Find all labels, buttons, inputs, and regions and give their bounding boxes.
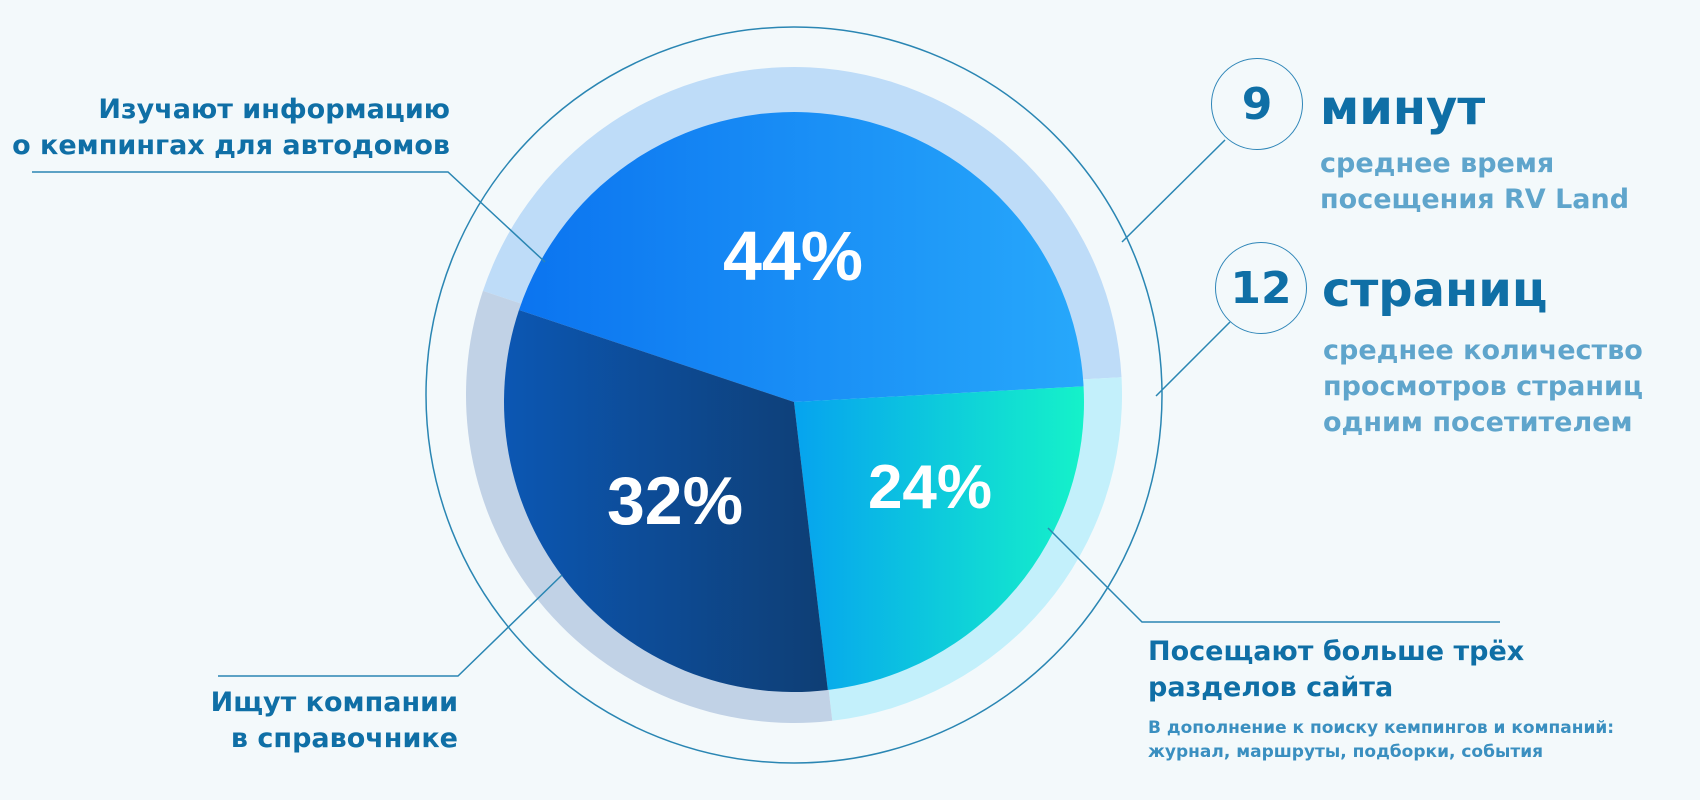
label-sections-note-line1: В дополнение к поиску кемпингов и компан… — [1148, 718, 1615, 738]
leader-line-sections — [1047, 527, 1500, 623]
leader-line-pages — [1155, 321, 1231, 397]
stat-pages-word: страниц — [1322, 262, 1548, 318]
label-companies: Ищут компании в справочнике — [211, 685, 458, 757]
stat-pages-desc-line2: просмотров страниц — [1323, 371, 1643, 402]
pie-slice-44 — [518, 111, 1084, 402]
label-companies-line1: Ищут компании — [210, 687, 458, 718]
stat-minutes-desc: среднее время посещения RV Land — [1320, 146, 1629, 218]
stat-minutes-number: 9 — [1211, 58, 1303, 150]
pie-slice-32 — [504, 309, 828, 692]
stat-minutes-word: минут — [1320, 80, 1486, 136]
leader-line-minutes — [1121, 139, 1226, 243]
pie-slice-24 — [794, 386, 1085, 691]
stat-pages-number: 12 — [1215, 242, 1307, 334]
label-companies-line2: в справочнике — [230, 723, 458, 754]
slice-label-44: 44% — [723, 217, 863, 295]
stat-pages-desc-line3: одним посетителем — [1323, 407, 1633, 438]
leader-line-companies — [218, 574, 563, 677]
label-info-line1: Изучают информацию — [98, 94, 450, 125]
stat-minutes-desc-line1: среднее время — [1320, 148, 1555, 179]
slice-label-32: 32% — [607, 463, 743, 539]
label-sections-line1: Посещают больше трёх — [1148, 636, 1525, 667]
label-info: Изучают информацию о кемпингах для автод… — [12, 92, 450, 164]
outer-ring — [425, 26, 1163, 764]
slice-label-24: 24% — [868, 453, 992, 522]
label-info-line2: о кемпингах для автодомов — [12, 130, 450, 161]
label-sections-line2: разделов сайта — [1148, 672, 1394, 703]
stat-pages-desc: среднее количество просмотров страниц од… — [1323, 333, 1643, 441]
label-sections-note: В дополнение к поиску кемпингов и компан… — [1148, 716, 1614, 764]
label-sections-note-line2: журнал, маршруты, подборки, события — [1148, 742, 1544, 762]
leader-line-info — [32, 171, 546, 263]
label-sections: Посещают больше трёх разделов сайта — [1148, 634, 1524, 706]
stat-minutes-desc-line2: посещения RV Land — [1320, 184, 1630, 215]
stat-pages-desc-line1: среднее количество — [1323, 335, 1643, 366]
